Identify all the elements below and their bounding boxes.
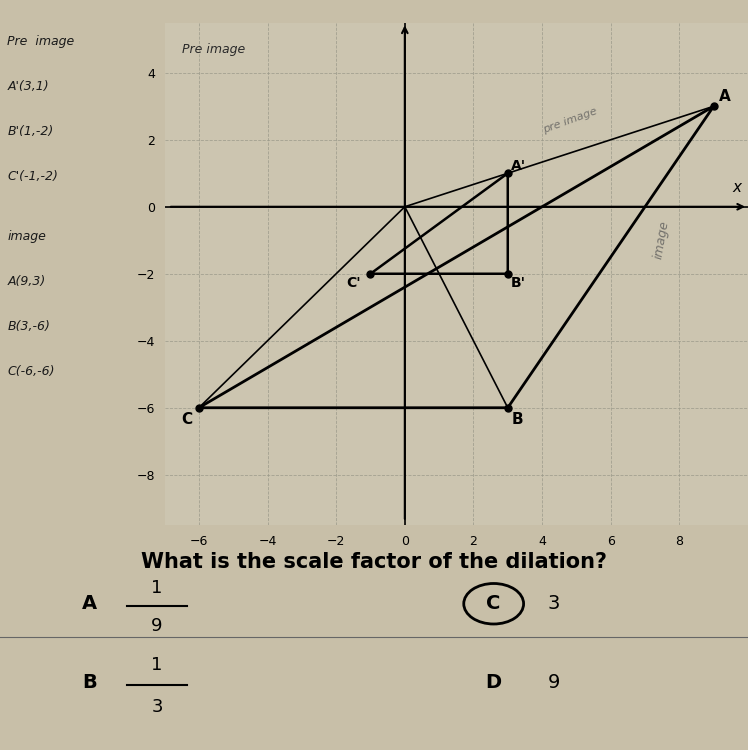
Text: 3: 3 <box>548 594 560 613</box>
Text: pre image: pre image <box>542 106 599 135</box>
Text: 9: 9 <box>548 673 560 692</box>
Text: C'(-1,-2): C'(-1,-2) <box>7 170 58 183</box>
Text: Pre image: Pre image <box>182 43 245 56</box>
Text: 1: 1 <box>151 656 163 674</box>
Text: What is the scale factor of the dilation?: What is the scale factor of the dilation… <box>141 552 607 572</box>
Text: B: B <box>82 673 97 692</box>
Text: Pre  image: Pre image <box>7 35 75 48</box>
Text: image: image <box>7 230 46 243</box>
Text: B: B <box>511 413 523 428</box>
Text: A: A <box>719 89 731 104</box>
Text: x: x <box>732 180 741 195</box>
Text: A'(3,1): A'(3,1) <box>7 80 49 93</box>
Text: 1: 1 <box>151 579 163 597</box>
Text: A': A' <box>511 159 527 173</box>
Text: B'(1,-2): B'(1,-2) <box>7 125 54 138</box>
Text: A(9,3): A(9,3) <box>7 275 46 288</box>
Text: C: C <box>182 413 193 428</box>
Text: 9: 9 <box>151 617 163 635</box>
Text: D: D <box>485 673 502 692</box>
Text: image: image <box>652 220 672 260</box>
Text: C: C <box>486 594 501 613</box>
Text: C': C' <box>346 276 361 290</box>
Text: A: A <box>82 594 97 613</box>
Text: 3: 3 <box>151 698 163 716</box>
Text: C(-6,-6): C(-6,-6) <box>7 365 55 378</box>
Text: B(3,-6): B(3,-6) <box>7 320 50 333</box>
Text: B': B' <box>511 276 526 290</box>
